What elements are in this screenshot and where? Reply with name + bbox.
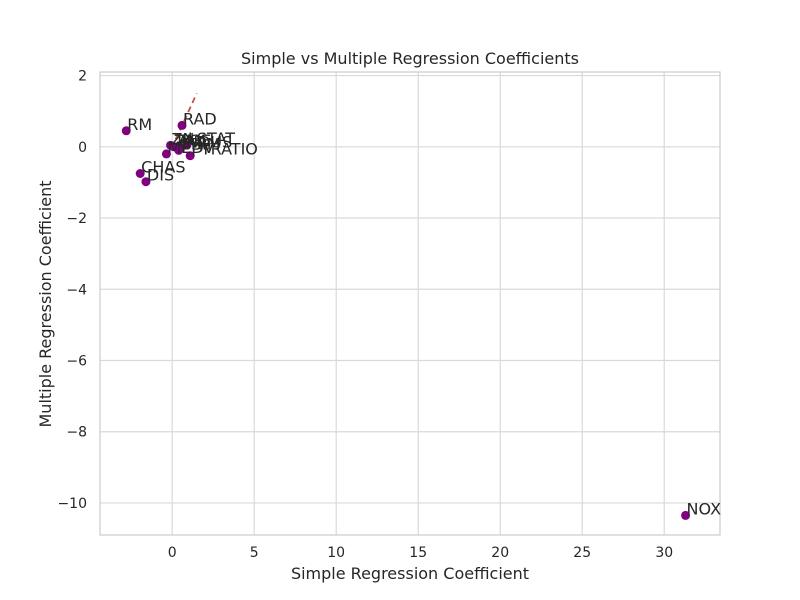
- point-label: NOX: [687, 499, 722, 518]
- x-tick-label: 0: [168, 545, 177, 561]
- x-tick-label: 25: [573, 545, 591, 561]
- point-label: CRIM: [180, 134, 221, 153]
- y-tick-label: −4: [66, 282, 87, 298]
- y-axis-label: Multiple Regression Coefficient: [36, 180, 55, 427]
- y-tick-label: −10: [57, 496, 87, 512]
- point-label: CHAS: [141, 158, 185, 177]
- point-label: RM: [127, 115, 152, 134]
- point-label: DIS: [147, 166, 174, 185]
- data-point: [141, 177, 151, 187]
- x-tick-label: 15: [409, 545, 427, 561]
- data-point: [161, 149, 171, 159]
- x-axis-label: Simple Regression Coefficient: [291, 564, 529, 583]
- y-tick-label: −6: [66, 353, 87, 369]
- data-point: [135, 169, 145, 179]
- point-label: AGE: [178, 131, 211, 150]
- y-tick-label: 2: [78, 69, 87, 85]
- point-label: MEDV: [167, 138, 214, 157]
- data-point: [681, 510, 691, 520]
- point-label: TAX: [174, 131, 205, 150]
- chart-title: Simple vs Multiple Regression Coefficien…: [241, 49, 579, 68]
- point-label: INDUS: [181, 133, 232, 152]
- x-tick-label: 20: [491, 545, 509, 561]
- y-tick-label: 0: [78, 140, 87, 156]
- x-tick-label: 5: [250, 545, 259, 561]
- x-tick-label: 10: [327, 545, 345, 561]
- data-point: [174, 145, 184, 155]
- y-tick-label: −8: [66, 425, 87, 441]
- point-label: PTRATIO: [191, 140, 258, 159]
- data-point: [177, 120, 187, 130]
- point-label: ZN: [172, 129, 195, 148]
- data-point: [121, 126, 131, 136]
- data-point: [182, 140, 192, 150]
- x-tick-label: 30: [655, 545, 673, 561]
- data-point: [185, 151, 195, 161]
- point-label: RAD: [183, 109, 217, 128]
- plot-frame: [99, 71, 721, 536]
- point-label: LSTAT: [188, 129, 235, 148]
- y-tick-label: −2: [66, 211, 87, 227]
